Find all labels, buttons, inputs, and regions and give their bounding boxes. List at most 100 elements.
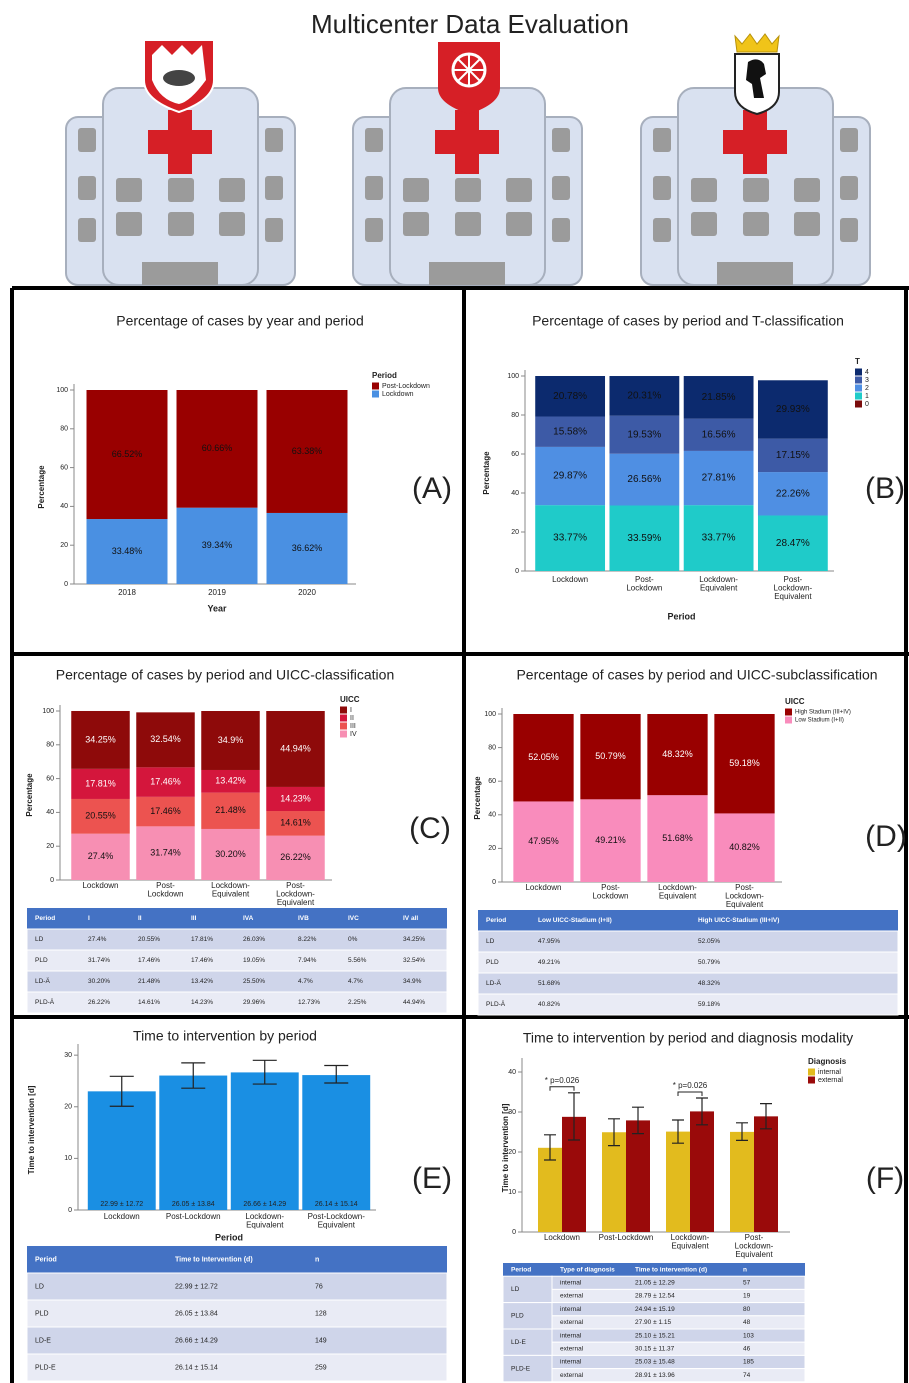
panel-borders: [10, 286, 909, 1383]
data-label: 52.05%: [528, 752, 559, 762]
table-cell: LD: [486, 938, 495, 945]
data-label: 51.68%: [662, 833, 693, 843]
panel-label: (D): [865, 820, 907, 853]
legend-swatch: [855, 368, 862, 376]
table-cell: 2.25%: [348, 999, 367, 1006]
legend-swatch: [855, 400, 862, 408]
legend-swatch: [340, 714, 347, 722]
table-cell: 22.99 ± 12.72: [175, 1283, 218, 1290]
x-tick-label: Post-Lockdown: [166, 1212, 221, 1221]
table-cell: 17.81%: [191, 936, 213, 943]
y-tick-label: 100: [484, 711, 496, 718]
table-cell: internal: [560, 1280, 582, 1287]
x-axis-title: Period: [667, 611, 695, 621]
data-label: 26.14 ± 15.14: [315, 1201, 358, 1208]
table-cell: external: [560, 1293, 584, 1300]
table-row-bg: [502, 1354, 553, 1383]
table-cell: 48.32%: [698, 980, 720, 987]
table-cell: 51.68%: [538, 980, 560, 987]
table-cell: LD-Ä: [35, 977, 50, 985]
data-label: 47.95%: [528, 836, 559, 846]
x-tick-label: Lockdown-Equivalent: [671, 1233, 710, 1250]
figure-title: Multicenter Data Evaluation: [311, 9, 629, 39]
panel-label: (B): [865, 472, 905, 505]
legend-label: Low Stadium (I+II): [795, 718, 844, 724]
bar-segment: [201, 769, 260, 793]
y-tick-label: 10: [508, 1189, 516, 1196]
table-cell: 14.23%: [191, 999, 213, 1006]
table-cell: LD-E: [35, 1337, 51, 1344]
bar-segment: [683, 505, 754, 571]
significance-bracket: [549, 1086, 575, 1091]
error-bar: [324, 1064, 349, 1084]
table-header: II: [138, 915, 142, 922]
bar-segment: [266, 786, 325, 811]
bar: [666, 1131, 690, 1232]
table-header: Period: [486, 917, 506, 924]
data-label: 39.34%: [202, 540, 233, 550]
table-cell: 4.7%: [298, 978, 313, 985]
bar: [626, 1120, 650, 1232]
table-cell: 25.03 ± 15.48: [635, 1359, 675, 1366]
legend-label: external: [818, 1077, 843, 1084]
error-bar: [608, 1118, 620, 1147]
data-label: 13.42%: [215, 776, 246, 786]
data-label: 59.18%: [729, 758, 760, 768]
error-bar: [632, 1106, 644, 1135]
data-label: 40.82%: [729, 842, 760, 852]
bar-segment: [266, 512, 348, 584]
legend-label: internal: [818, 1069, 841, 1076]
table-cell: 25.50%: [243, 978, 265, 985]
bar: [602, 1132, 626, 1232]
data-label: 17.15%: [776, 450, 810, 461]
table-cell: 17.46%: [138, 957, 160, 964]
y-tick-label: 0: [512, 1229, 516, 1236]
data-label: 26.22%: [280, 852, 311, 862]
table-row-bg: [26, 1353, 448, 1382]
legend-label: 0: [865, 401, 869, 408]
table-cell: 149: [315, 1337, 327, 1344]
emblem-3-crown: [734, 33, 780, 53]
chart-title: Time to intervention by period and diagn…: [523, 1030, 853, 1046]
bar-segment: [609, 415, 680, 454]
legend-label: 1: [865, 393, 869, 400]
table-cell: 32.54%: [403, 957, 425, 964]
data-label: 17.46%: [150, 776, 181, 786]
legend-title: UICC: [340, 695, 360, 704]
bar-segment: [609, 376, 680, 416]
chart-title: Percentage of cases by year and period: [116, 313, 364, 329]
y-tick-label: 80: [46, 742, 54, 749]
table-cell: PLD: [35, 1310, 49, 1317]
y-axis-title: Percentage: [37, 465, 46, 509]
table-header: III: [191, 915, 197, 922]
y-tick-label: 80: [511, 412, 519, 419]
bar-segment: [580, 714, 641, 800]
bar-segment: [683, 418, 754, 451]
data-label: 48.32%: [662, 749, 693, 759]
table-cell: 128: [315, 1310, 327, 1317]
data-label: 63.38%: [292, 446, 323, 456]
y-tick-label: 30: [64, 1052, 72, 1059]
bar: [538, 1147, 562, 1232]
table-cell: 28.91 ± 13.96: [635, 1372, 675, 1379]
y-axis-title: Time to intervention [d]: [501, 1103, 510, 1192]
bar-segment: [647, 795, 708, 882]
table-cell: 59.18%: [698, 1001, 720, 1008]
x-tick-label: 2018: [118, 588, 136, 597]
table-header: Period: [35, 915, 55, 922]
y-tick-label: 40: [511, 490, 519, 497]
table-header: High UICC-Stadium (III+IV): [698, 917, 779, 924]
y-axis-title: Percentage: [473, 776, 482, 820]
bar-segment: [647, 714, 708, 796]
legend-label: 2: [865, 385, 869, 392]
data-label: 49.21%: [595, 835, 626, 845]
bar-segment: [757, 438, 828, 473]
table-header: Time to Intervention (d): [175, 1256, 253, 1263]
y-tick-label: 40: [508, 1069, 516, 1076]
y-tick-label: 0: [50, 877, 54, 884]
table-cell: 34.9%: [403, 978, 422, 985]
table-cell: 76: [315, 1283, 323, 1290]
bar: [159, 1075, 228, 1210]
bar-segment: [535, 376, 606, 417]
